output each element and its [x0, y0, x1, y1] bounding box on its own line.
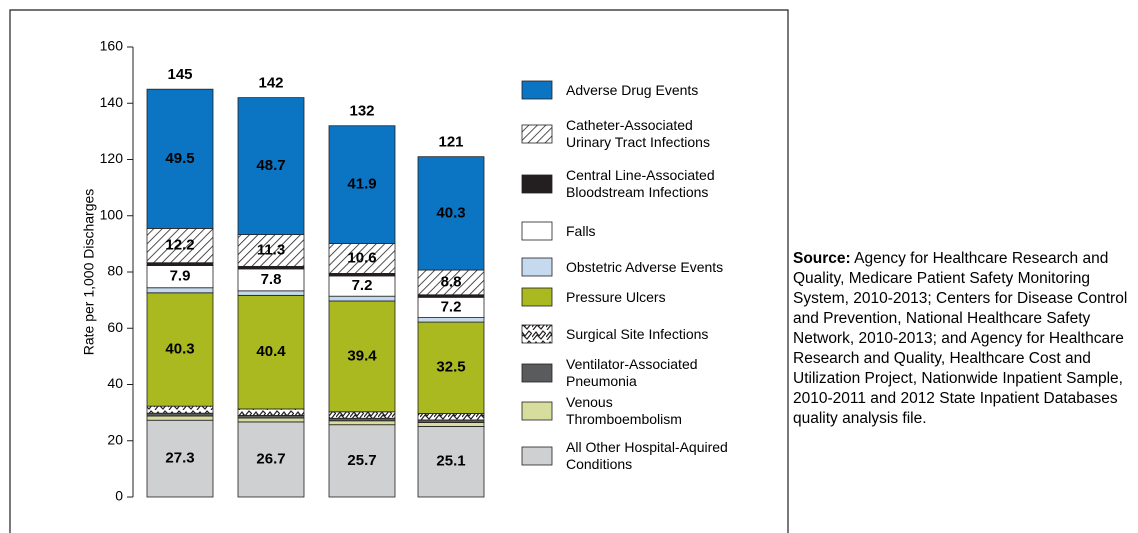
value-label: 48.7 [256, 157, 285, 174]
y-tick-label: 80 [107, 263, 123, 279]
legend-swatch [521, 401, 553, 421]
bar-segment [237, 417, 305, 423]
value-label: 27.3 [165, 450, 194, 467]
bar-segment [146, 88, 214, 229]
legend-label: Obstetric Adverse Events [566, 258, 724, 275]
value-label: 7.2 [441, 298, 462, 315]
y-tick-label: 160 [100, 38, 124, 54]
value-label: 10.6 [347, 249, 376, 266]
legend-label: Pressure Ulcers [566, 288, 666, 305]
value-label: 49.5 [165, 150, 194, 167]
frame [9, 9, 789, 533]
source-note: Source: Agency for Healthcare Research a… [793, 249, 1138, 429]
source-text: Agency for Healthcare Research and Quali… [793, 250, 1128, 427]
source-label: Source: [793, 250, 851, 267]
legend-swatch [521, 174, 553, 194]
value-label: 40.3 [165, 340, 194, 357]
bar-segment [146, 292, 214, 407]
bar-segment [146, 415, 214, 421]
legend-label: Ventilator-Associated Pneumonia [566, 356, 698, 389]
legend-swatch [521, 363, 553, 383]
value-label: 7.9 [170, 268, 191, 285]
y-tick-label: 140 [100, 94, 124, 110]
bar-segment [417, 317, 485, 323]
y-axis-label: Rate per 1,000 Discharges [81, 189, 97, 356]
legend-swatch [521, 446, 553, 466]
legend-swatch [521, 324, 553, 344]
value-label: 11.3 [257, 241, 285, 258]
y-tick-label: 20 [107, 431, 123, 447]
bar-segment [237, 290, 305, 296]
value-label: 40.3 [436, 204, 465, 221]
bar-segment [146, 262, 214, 266]
bar-segment [146, 412, 214, 417]
bar-segment [146, 405, 214, 414]
bar-segment [328, 420, 396, 426]
legend-label: Central Line-Associated Bloodstream Infe… [566, 167, 715, 200]
value-label: 25.1 [436, 453, 465, 470]
y-tick-label: 0 [115, 488, 123, 504]
legend-label: Adverse Drug Events [566, 81, 699, 98]
y-tick-label: 40 [107, 375, 123, 391]
bar-segment [146, 287, 214, 294]
value-label: 40.4 [256, 343, 286, 360]
bar-segment [417, 422, 485, 427]
bar-segment [328, 411, 396, 419]
bar-segment [146, 228, 214, 264]
value-label: 32.5 [436, 359, 465, 376]
value-label: 26.7 [256, 450, 285, 467]
legend-label: Venous Thromboembolism [566, 394, 682, 427]
bar-segment [328, 125, 396, 244]
bar-segment [146, 419, 214, 498]
bar-segment [237, 294, 305, 410]
bar-segment [328, 424, 396, 498]
bar-segment [237, 408, 305, 416]
value-label: 7.8 [261, 271, 282, 288]
total-label: 121 [438, 134, 463, 151]
y-tick-label: 120 [100, 150, 124, 166]
legend-label: Surgical Site Infections [566, 325, 709, 342]
legend-swatch [521, 124, 553, 144]
value-label: 7.2 [352, 277, 373, 294]
value-label: 25.7 [347, 452, 376, 469]
total-label: 132 [349, 103, 374, 120]
legend-swatch [521, 221, 553, 241]
value-label: 8.8 [441, 273, 462, 290]
y-tick-label: 100 [100, 206, 124, 222]
y-tick-label: 60 [107, 319, 123, 335]
bar-segment [328, 295, 396, 302]
bar-segment [237, 97, 305, 235]
value-label: 41.9 [347, 176, 376, 193]
value-label: 12.2 [165, 237, 194, 254]
legend-label: All Other Hospital-Aquired Conditions [566, 439, 728, 472]
value-label: 39.4 [347, 347, 377, 364]
total-label: 142 [258, 75, 283, 92]
bar-segment [417, 413, 485, 421]
bar-segment [417, 156, 485, 271]
total-label: 145 [167, 66, 192, 83]
bar-segment [237, 234, 305, 267]
bar-segment [237, 421, 305, 498]
bar-segment [417, 269, 485, 296]
legend-swatch [521, 80, 553, 100]
bar-segment [328, 300, 396, 413]
legend-label: Catheter-Associated Urinary Tract Infect… [566, 117, 710, 150]
legend-label: Falls [566, 222, 596, 239]
bar-segment [417, 321, 485, 414]
legend-swatch [521, 257, 553, 277]
legend-swatch [521, 287, 553, 307]
